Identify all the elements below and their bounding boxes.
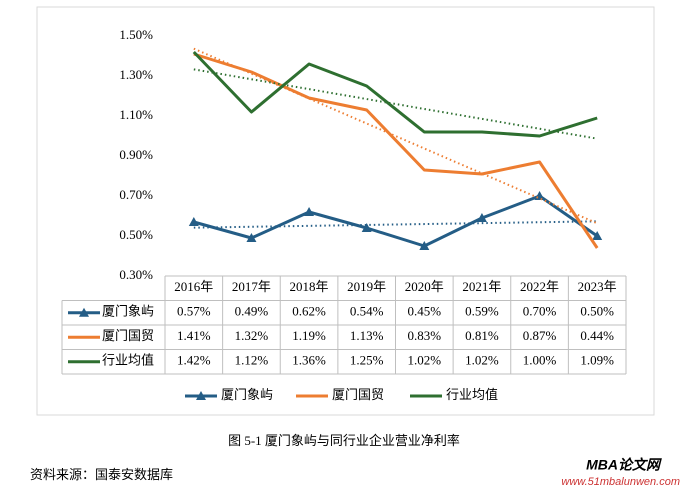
table-cell: 0.62% — [292, 304, 326, 319]
table-cell: 1.09% — [580, 353, 614, 368]
x-tick-label: 2021年 — [462, 279, 501, 294]
series-line — [193, 52, 599, 249]
table-cell: 0.49% — [235, 304, 269, 319]
table-cell: 1.42% — [177, 353, 211, 368]
marker — [304, 207, 315, 216]
table-cell: 1.25% — [350, 353, 384, 368]
table-legend-label: 厦门象屿 — [102, 304, 154, 319]
table-cell: 1.12% — [235, 353, 269, 368]
trend-line — [193, 220, 598, 229]
table-cell: 1.13% — [350, 328, 384, 343]
chart-border — [36, 6, 655, 416]
table-cell: 0.81% — [465, 328, 499, 343]
table-cell: 0.54% — [350, 304, 384, 319]
table-cell: 0.44% — [580, 328, 614, 343]
marker — [188, 217, 199, 226]
x-tick-label: 2022年 — [520, 279, 559, 294]
marker — [361, 223, 372, 232]
x-tick-label: 2016年 — [174, 279, 213, 294]
table-legend-label: 厦门国贸 — [102, 328, 154, 343]
y-tick-label: 1.30% — [119, 67, 153, 82]
table-cell: 1.32% — [235, 328, 269, 343]
caption: 图 5-1 厦门象屿与同行业企业营业净利率 — [228, 433, 460, 448]
table-cell: 1.02% — [408, 353, 442, 368]
marker — [476, 213, 487, 222]
watermark-title: MBA论文网 — [586, 457, 662, 473]
table-cell: 0.87% — [523, 328, 557, 343]
marker — [419, 241, 430, 250]
y-tick-label: 1.50% — [119, 27, 153, 42]
marker — [246, 233, 257, 242]
marker — [592, 231, 603, 240]
table-cell: 0.50% — [580, 304, 614, 319]
table-cell: 1.00% — [523, 353, 557, 368]
watermark-url: www.51mbalunwen.com — [561, 476, 680, 488]
table-legend-label: 行业均值 — [102, 353, 154, 368]
x-tick-label: 2019年 — [347, 279, 386, 294]
y-tick-label: 0.90% — [119, 147, 153, 162]
marker — [79, 307, 89, 317]
source: 资料来源：国泰安数据库 — [30, 467, 173, 482]
table-cell: 1.02% — [465, 353, 499, 368]
y-tick-label: 0.50% — [119, 227, 153, 242]
table-cell: 1.19% — [292, 328, 326, 343]
table-cell: 0.45% — [408, 304, 442, 319]
y-tick-label: 0.70% — [119, 187, 153, 202]
trend-line — [193, 68, 598, 140]
legend-label: 厦门国贸 — [332, 387, 384, 402]
y-tick-label: 0.30% — [119, 267, 153, 282]
legend-label: 行业均值 — [446, 387, 498, 402]
marker — [196, 391, 206, 400]
table-cell: 0.57% — [177, 304, 211, 319]
table-cell: 1.41% — [177, 328, 211, 343]
series-line — [192, 50, 598, 138]
legend-label: 厦门象屿 — [221, 387, 273, 402]
table-cell: 0.59% — [465, 304, 499, 319]
table-cell: 1.36% — [292, 353, 326, 368]
y-tick-label: 1.10% — [119, 107, 153, 122]
table-cell: 0.70% — [523, 304, 557, 319]
table-cell: 0.83% — [408, 328, 442, 343]
marker — [534, 191, 545, 200]
x-tick-label: 2017年 — [232, 279, 271, 294]
x-tick-label: 2020年 — [405, 279, 444, 294]
x-tick-label: 2023年 — [578, 279, 617, 294]
x-tick-label: 2018年 — [290, 279, 329, 294]
series-line — [193, 194, 599, 248]
